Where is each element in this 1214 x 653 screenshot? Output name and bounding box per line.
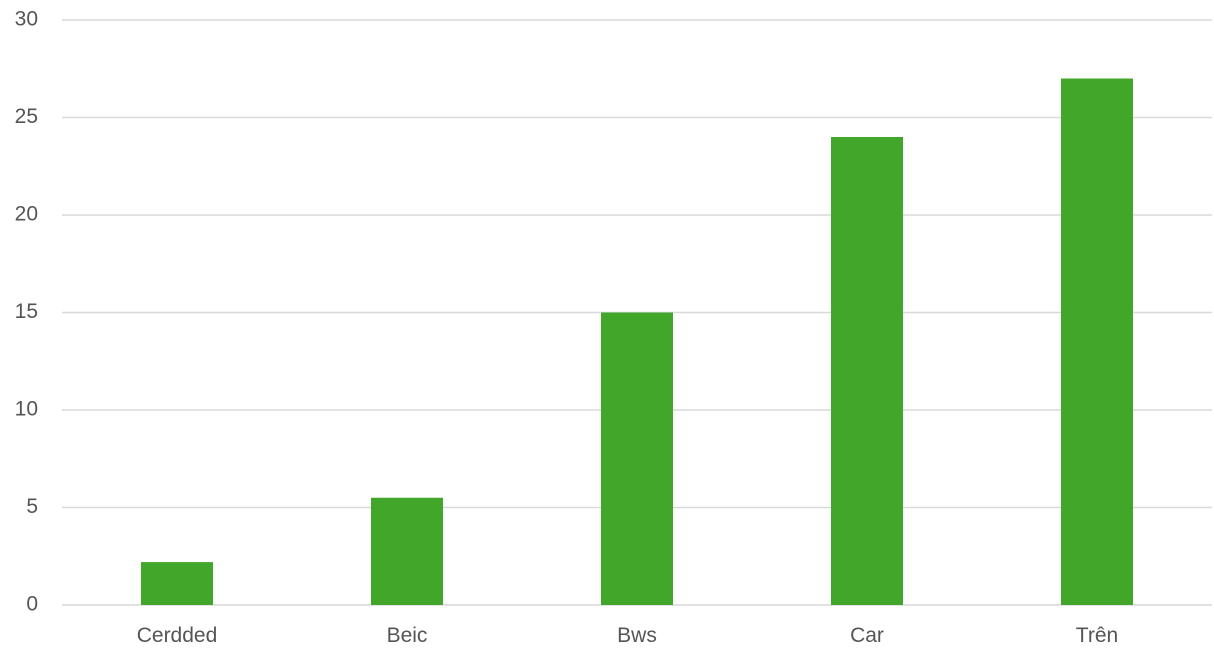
x-tick-label: Beic <box>387 624 428 647</box>
y-tick-label: 20 <box>15 203 38 226</box>
bar-trên <box>1061 78 1133 605</box>
bar-cerdded <box>141 562 213 605</box>
y-tick-label: 0 <box>26 593 38 616</box>
bars <box>141 78 1133 605</box>
bar-bws <box>601 312 673 605</box>
y-tick-label: 10 <box>15 398 38 421</box>
x-axis-tick-labels: Cerdded Beic Bws Car Trên <box>137 624 1118 647</box>
y-axis-tick-labels: 0 5 10 15 20 25 30 <box>15 8 38 616</box>
y-tick-label: 30 <box>15 8 38 31</box>
x-tick-label: Car <box>850 624 884 647</box>
x-tick-label: Cerdded <box>137 624 218 647</box>
x-tick-label: Bws <box>617 624 657 647</box>
y-tick-label: 25 <box>15 105 38 128</box>
bar-beic <box>371 497 443 605</box>
y-tick-label: 15 <box>15 300 38 323</box>
y-tick-label: 5 <box>26 495 38 518</box>
x-tick-label: Trên <box>1076 624 1118 647</box>
bar-car <box>831 137 903 605</box>
